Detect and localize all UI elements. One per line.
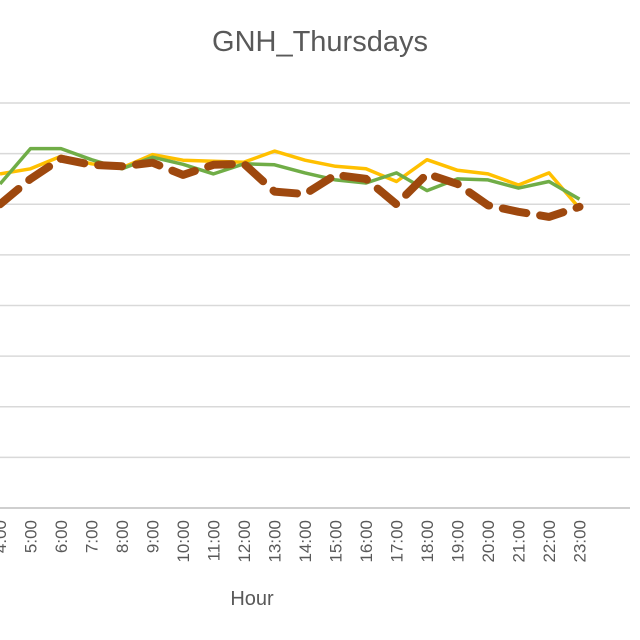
x-tick-label: 17:00 [388, 520, 407, 563]
x-tick-label: 18:00 [418, 520, 437, 563]
x-tick-label: 14:00 [296, 520, 315, 563]
x-tick-label: 22:00 [540, 520, 559, 563]
x-tick-label: 21:00 [510, 520, 529, 563]
x-tick-label: 7:00 [83, 520, 102, 553]
x-tick-label: 12:00 [235, 520, 254, 563]
x-tick-label: 15:00 [327, 520, 346, 563]
series-line-3 [0, 154, 584, 221]
x-tick-label: 5:00 [22, 520, 41, 553]
x-axis-title: Hour [230, 588, 274, 610]
x-tick-label: 6:00 [52, 520, 71, 553]
x-tick-label: 16:00 [357, 520, 376, 563]
x-tick-label: 8:00 [113, 520, 132, 553]
series-line-2 [0, 146, 581, 201]
x-tick-label: 9:00 [144, 520, 163, 553]
x-tick-label: 10:00 [174, 520, 193, 563]
x-tick-label: 4:00 [0, 520, 10, 553]
series-lines [0, 146, 584, 221]
chart-title: GNH_Thursdays [212, 26, 428, 58]
x-tick-label: 11:00 [205, 520, 224, 561]
x-tick-label: 23:00 [571, 520, 590, 563]
x-tick-labels: 4:00 5:00 6:00 7:00 8:00 9:00 10:00 11:00 12:00 1… [0, 520, 590, 563]
x-tick-label: 19:00 [449, 520, 468, 563]
x-tick-label: 20:00 [479, 520, 498, 563]
gridlines [0, 102, 630, 509]
x-tick-label: 13:00 [266, 520, 285, 563]
